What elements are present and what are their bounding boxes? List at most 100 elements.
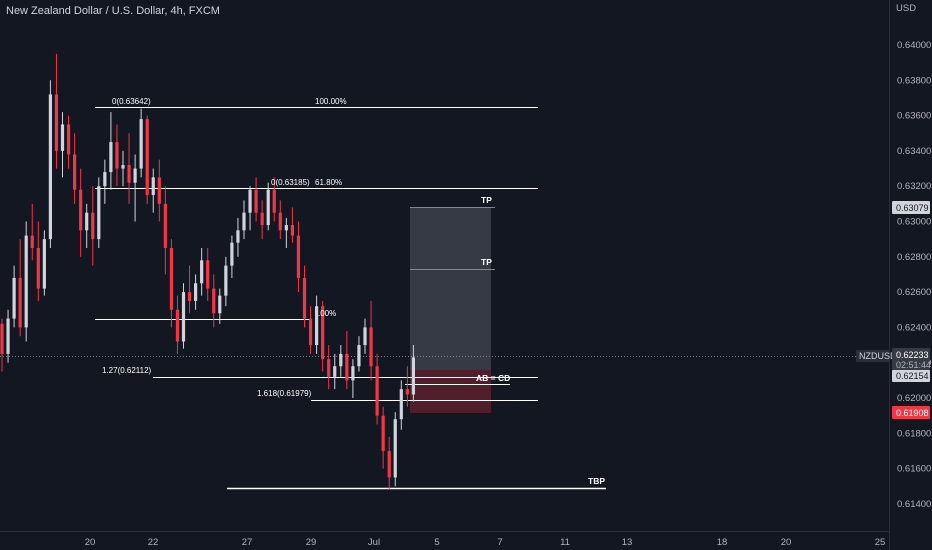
y-tick-label: 0.62400 (897, 322, 931, 333)
candle (327, 345, 331, 390)
x-tick-label: 22 (148, 537, 159, 548)
candle (12, 265, 16, 328)
candle-body (254, 189, 258, 213)
candle (375, 353, 379, 425)
candle-body (151, 177, 155, 196)
candle-body (218, 295, 222, 314)
candle-body (399, 389, 403, 420)
candle-body (212, 288, 216, 314)
candle-body (230, 242, 234, 266)
candle (212, 274, 216, 328)
candle (66, 115, 71, 169)
candle-body (103, 172, 107, 187)
fib-top-left-label: 0(0.63642) (112, 97, 151, 106)
profit-zone[interactable] (410, 207, 491, 370)
candle (145, 115, 149, 204)
candle (175, 295, 180, 354)
candle (236, 217, 240, 257)
candle (296, 221, 301, 293)
candle-body (405, 389, 409, 395)
candle-body (60, 124, 65, 151)
candle (54, 53, 59, 169)
candle (345, 330, 349, 390)
fib-low-right-label: .00% (318, 309, 336, 318)
candle (18, 239, 22, 337)
candle (48, 80, 52, 248)
x-tick-label: 11 (560, 537, 570, 548)
candle (357, 336, 361, 372)
candle (139, 108, 143, 178)
candle-body (339, 353, 343, 367)
candle (387, 436, 391, 490)
candle-body (393, 419, 397, 478)
candle (242, 200, 246, 240)
candle-body (411, 357, 415, 395)
symbol-price-badge: NZDUSD 0.62233 02:51:44 (856, 348, 931, 371)
fib-mid-right-label: 61.80% (315, 178, 342, 187)
y-tick-label: 0.64000 (897, 40, 931, 51)
candle (266, 182, 270, 231)
candle (163, 186, 167, 275)
candle-body (42, 239, 46, 289)
candle (411, 345, 415, 402)
candle-body (0, 323, 4, 354)
candle (157, 159, 161, 222)
candle-body (169, 247, 173, 310)
y-tick-label: 0.62800 (897, 252, 931, 263)
candle-body (272, 189, 276, 213)
candle-body (260, 212, 264, 226)
candle-body (66, 124, 71, 155)
candle-body (200, 260, 204, 284)
candle-body (242, 212, 246, 231)
ab-cd-label: AB = CD (476, 373, 510, 383)
candle (200, 247, 204, 296)
chart-title: New Zealand Dollar / U.S. Dollar, 4h, FX… (6, 5, 220, 17)
candle-body (36, 247, 40, 289)
current-price-value: 0.62233 (896, 350, 929, 360)
candle (315, 295, 319, 354)
candle-body (266, 189, 270, 226)
candle-body (296, 235, 301, 278)
candle (194, 274, 198, 310)
candle (24, 221, 28, 342)
candle (351, 359, 355, 398)
tp-price-value: 0.63079 (896, 203, 929, 213)
fib-127-label: 1.27(0.62112) (102, 366, 152, 375)
candle-body (139, 119, 143, 169)
tp-label-2: TP (481, 257, 492, 267)
candle (248, 186, 252, 231)
candle (181, 283, 186, 349)
y-tick-label: 0.63200 (897, 181, 931, 192)
y-tick-label: 0.62000 (897, 393, 931, 404)
candle-body (6, 318, 10, 354)
candle-body (345, 353, 349, 381)
candle-body (73, 154, 77, 190)
candle (115, 124, 119, 187)
candle-body (387, 450, 391, 478)
candle (254, 177, 258, 222)
candle-body (194, 283, 198, 301)
candle (42, 230, 46, 296)
candle-body (236, 230, 240, 243)
candle-body (302, 277, 307, 319)
y-tick-label: 0.62600 (897, 287, 931, 298)
candle-body (381, 415, 385, 451)
candle-body (206, 260, 210, 289)
tp-label-1: TP (481, 195, 492, 205)
candle-body (157, 177, 161, 204)
candle (73, 133, 77, 204)
candle (103, 159, 107, 204)
candle (127, 133, 131, 204)
candle (333, 353, 337, 390)
candle-body (85, 212, 89, 231)
entry-price-badge: 0.62154 (892, 370, 930, 382)
candle-body (48, 94, 52, 240)
y-tick-label: 0.63600 (897, 111, 931, 122)
candle (308, 306, 313, 354)
candles (0, 53, 415, 490)
candle (405, 366, 409, 407)
x-tick-label: 27 (242, 537, 253, 548)
y-axis-ticks: 0.64000 0.63800 0.63600 0.63400 0.63200 0.630… (897, 40, 931, 510)
candle-body (91, 212, 95, 240)
